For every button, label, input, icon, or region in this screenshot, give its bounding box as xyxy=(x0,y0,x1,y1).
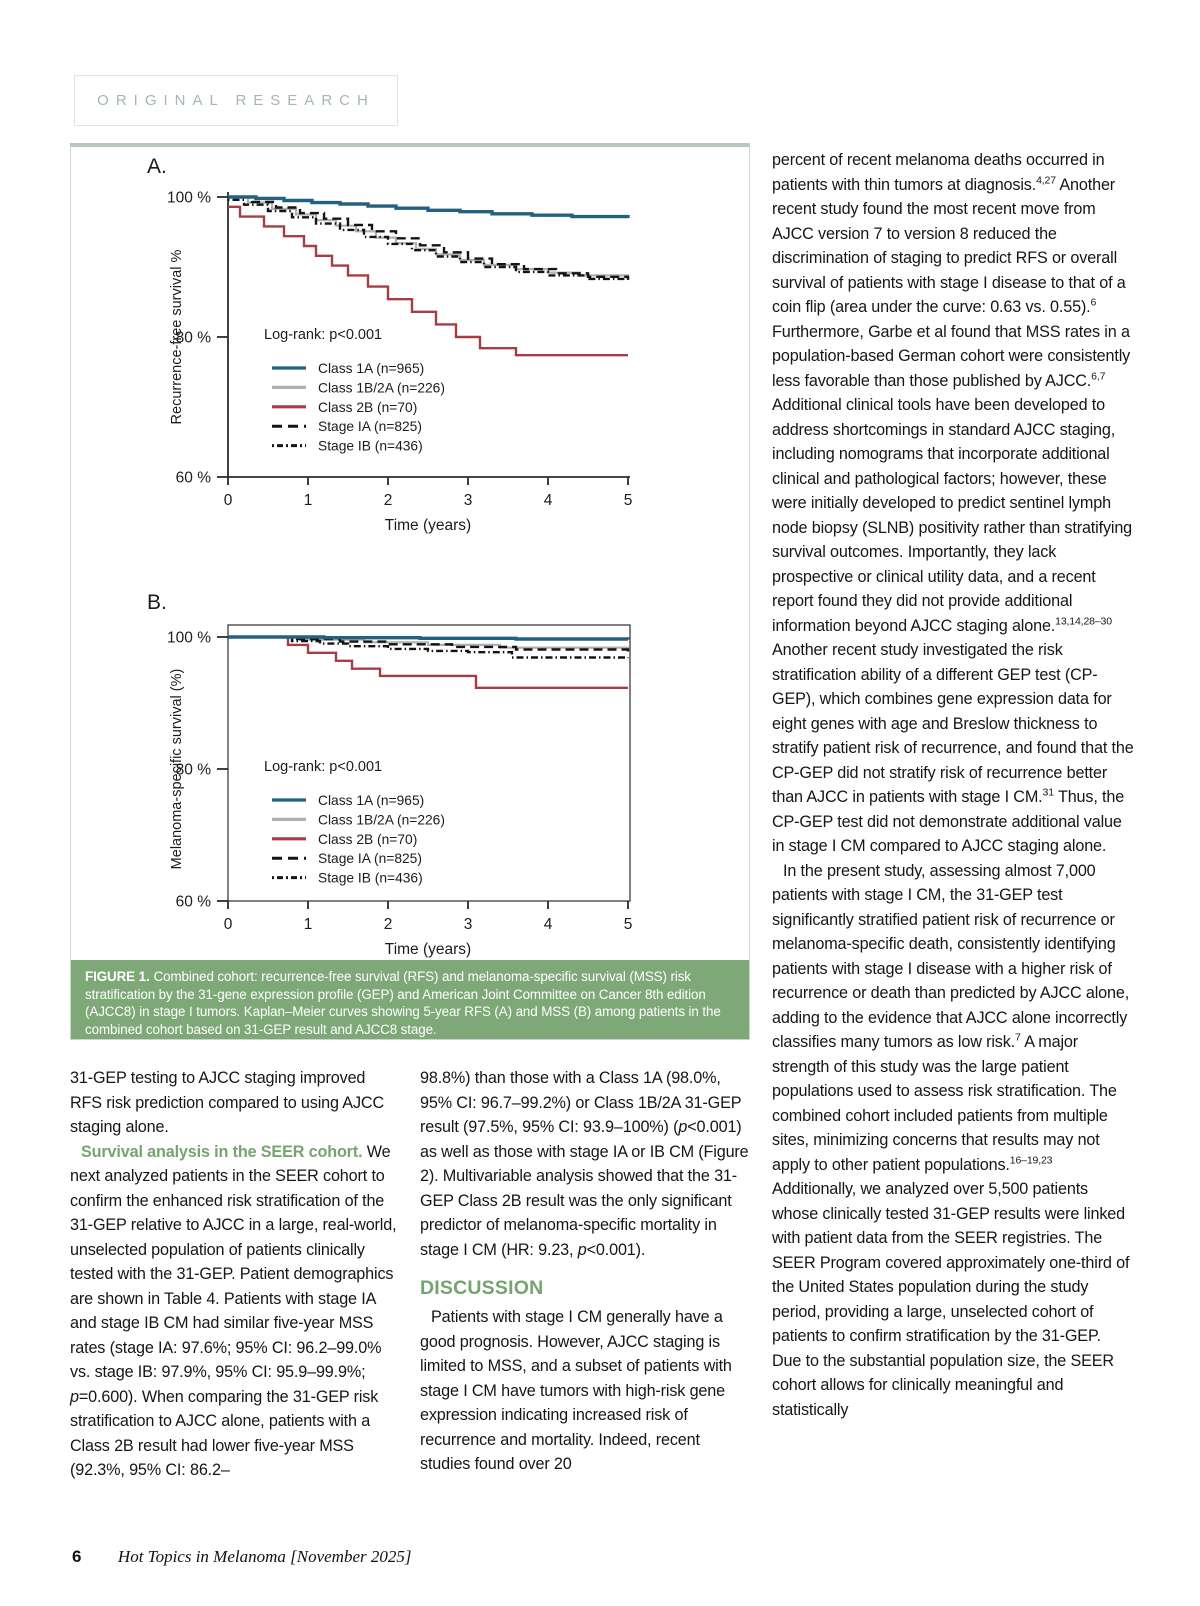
plot-frame xyxy=(227,624,631,902)
km-chart-rfs: A. 100 % 80 % 60 % 0 1 2 3 4 5 Time (years) Recurre… xyxy=(71,149,749,559)
article-type-badge: ORIGINAL RESEARCH xyxy=(74,75,398,126)
run-in-heading: Survival analysis in the SEER cohort. xyxy=(81,1142,367,1161)
km-plot-a: A.100 % 80 % 60 % 0 1 2 3 4 5 Time (years) Recurre… xyxy=(147,155,633,534)
citation-superscript: 7 xyxy=(1015,1031,1021,1044)
figure-1: A. 100 % 80 % 60 % 0 1 2 3 4 5 Time (years) Recurre… xyxy=(70,143,750,1040)
km-chart-mss: B. 100 % 80 % 60 % 0 1 2 3 4 5 Time (years) Melanom… xyxy=(71,587,749,965)
figure-caption-text: Combined cohort: recurrence-free surviva… xyxy=(85,969,721,1037)
x-tick-label: 2 xyxy=(384,916,393,933)
y-tick-label: 80 % xyxy=(176,762,212,779)
y-axis-title: Recurrence-free survival % xyxy=(169,249,185,424)
paragraph: Survival analysis in the SEER cohort. We… xyxy=(70,1142,397,1480)
series-class-1a-n-965 xyxy=(228,195,630,219)
x-tick-label: 2 xyxy=(384,492,393,509)
legend-label: Stage IB (n=436) xyxy=(318,871,423,886)
x-tick-label: 4 xyxy=(544,492,553,509)
column-right: percent of recent melanoma deaths occurr… xyxy=(772,148,1134,1422)
column-left: 31-GEP testing to AJCC staging improved … xyxy=(70,1066,400,1483)
panel-label: B. xyxy=(147,591,167,614)
legend-label: Stage IA (n=825) xyxy=(318,419,422,434)
panel-label: A. xyxy=(147,155,167,178)
x-axis-title: Time (years) xyxy=(385,941,471,958)
km-plot-b: B.100 % 80 % 60 % 0 1 2 3 4 5 Time (years) Melanom… xyxy=(147,591,633,958)
paragraph: percent of recent melanoma deaths occurr… xyxy=(772,151,1134,855)
section-heading: DISCUSSION xyxy=(420,1277,544,1299)
y-tick-label: 100 % xyxy=(167,190,211,207)
paragraph: 31-GEP testing to AJCC staging improved … xyxy=(70,1069,384,1136)
x-tick-label: 0 xyxy=(224,916,233,933)
figure-caption-label: FIGURE 1. xyxy=(85,969,150,984)
x-axis-title: Time (years) xyxy=(385,517,471,534)
column-middle: 98.8%) than those with a Class 1A (98.0%… xyxy=(420,1066,754,1477)
legend-label: Stage IA (n=825) xyxy=(318,851,422,866)
series-class-2b-n-70 xyxy=(228,635,628,689)
y-tick-label: 60 % xyxy=(176,894,212,911)
paragraph: Patients with stage I CM generally have … xyxy=(420,1308,732,1473)
citation-superscript: 6,7 xyxy=(1091,370,1106,383)
series-stage-ia-n-825 xyxy=(228,195,630,280)
citation-superscript: 6 xyxy=(1090,296,1097,309)
x-tick-label: 3 xyxy=(464,492,473,509)
figure-caption: FIGURE 1. Combined cohort: recurrence-fre… xyxy=(71,960,749,1039)
logrank-annotation: Log-rank: p<0.001 xyxy=(264,759,382,775)
x-tick-label: 1 xyxy=(304,916,313,933)
y-tick-label: 80 % xyxy=(176,330,212,347)
y-axis-title: Melanoma-specific survival (%) xyxy=(169,669,185,870)
y-tick-label: 60 % xyxy=(176,470,212,487)
legend-label: Class 1A (n=965) xyxy=(318,793,424,808)
series-stage-ib-n-436 xyxy=(228,635,630,659)
legend-label: Class 2B (n=70) xyxy=(318,832,417,847)
citation-superscript: 31 xyxy=(1042,786,1055,799)
page-number: 6 xyxy=(72,1547,82,1566)
legend-label: Class 1B/2A (n=226) xyxy=(318,380,445,395)
x-tick-label: 4 xyxy=(544,916,553,933)
x-tick-label: 0 xyxy=(224,492,233,509)
x-tick-label: 1 xyxy=(304,492,313,509)
citation-superscript: 13,14,28–30 xyxy=(1055,615,1112,628)
citation-superscript: 16–19,23 xyxy=(1009,1154,1053,1167)
legend-label: Class 1A (n=965) xyxy=(318,361,424,376)
legend-label: Class 1B/2A (n=226) xyxy=(318,812,445,827)
legend-label: Stage IB (n=436) xyxy=(318,439,423,454)
logrank-annotation: Log-rank: p<0.001 xyxy=(264,327,382,343)
x-tick-label: 5 xyxy=(624,492,633,509)
x-tick-label: 3 xyxy=(464,916,473,933)
series-class-2b-n-70 xyxy=(228,205,628,357)
paragraph: 98.8%) than those with a Class 1A (98.0%… xyxy=(420,1069,749,1259)
citation-superscript: 4,27 xyxy=(1036,174,1056,187)
x-tick-label: 5 xyxy=(624,916,633,933)
series-stage-ia-n-825 xyxy=(228,635,630,652)
legend-label: Class 2B (n=70) xyxy=(318,400,417,415)
paragraph: In the present study, assessing almost 7… xyxy=(772,861,1130,1419)
series-class-1a-n-965 xyxy=(228,635,630,641)
journal-title: Hot Topics in Melanoma [November 2025] xyxy=(117,1547,412,1566)
series-stage-ib-n-436 xyxy=(228,198,630,282)
page-footer: 6 Hot Topics in Melanoma [November 2025] xyxy=(72,1547,411,1567)
y-tick-label: 100 % xyxy=(167,630,211,647)
article-type-label: ORIGINAL RESEARCH xyxy=(97,92,375,109)
